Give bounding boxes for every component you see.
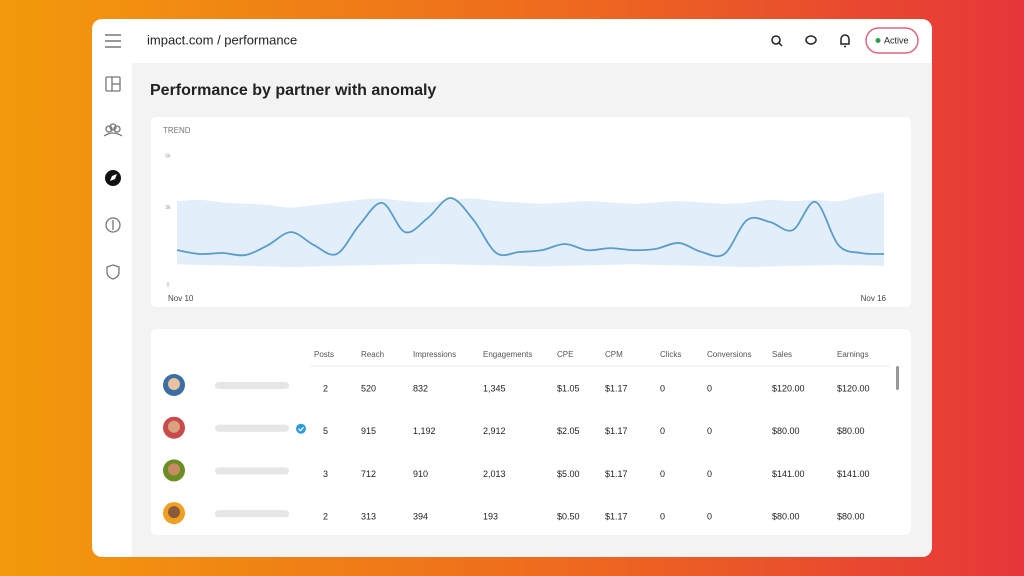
table-cell: 0 xyxy=(707,383,712,393)
table-cell: 1,345 xyxy=(483,383,506,393)
table-cell: 0 xyxy=(660,426,665,436)
table-cell: $1.17 xyxy=(605,469,628,479)
table-cell: $120.00 xyxy=(772,383,805,393)
y-tick-label: 0 xyxy=(167,282,170,288)
menu-icon[interactable] xyxy=(105,34,121,48)
table-cell: 193 xyxy=(483,511,498,521)
bell-icon[interactable] xyxy=(840,34,850,48)
table-cell: 910 xyxy=(413,469,428,479)
partner-avatar xyxy=(163,416,185,439)
table-cell: 5 xyxy=(323,426,328,436)
table-cell: 0 xyxy=(660,383,665,393)
table-card xyxy=(151,329,911,535)
column-header: Engagements xyxy=(483,350,532,359)
column-header: Conversions xyxy=(707,350,751,359)
table-cell: 0 xyxy=(660,511,665,521)
shield-icon[interactable] xyxy=(106,264,120,280)
table-cell: 0 xyxy=(707,469,712,479)
partner-avatar xyxy=(163,502,185,525)
table-cell: 2 xyxy=(323,383,328,393)
x-tick-label: Nov 16 xyxy=(861,294,887,303)
status-label: Active xyxy=(884,35,909,45)
table-cell: 0 xyxy=(660,469,665,479)
partner-avatar xyxy=(163,374,185,396)
table-cell: $120.00 xyxy=(837,383,870,393)
status-button[interactable] xyxy=(865,27,919,54)
table-cell: 3 xyxy=(323,469,328,479)
name-placeholder xyxy=(215,382,289,389)
search-icon[interactable] xyxy=(771,35,783,47)
status-dot xyxy=(875,38,881,43)
verified-badge xyxy=(296,423,306,434)
table-cell: $5.00 xyxy=(557,469,580,479)
name-placeholder xyxy=(215,510,289,518)
name-placeholder xyxy=(215,424,289,432)
chat-icon[interactable] xyxy=(805,35,817,45)
table-cell: 2,912 xyxy=(483,426,506,436)
chart-title: TREND xyxy=(163,126,191,135)
breadcrumb: impact.com / performance xyxy=(147,32,297,47)
table-cell: 915 xyxy=(361,426,376,436)
discover-icon[interactable] xyxy=(105,170,121,186)
column-header: Clicks xyxy=(660,350,681,359)
table-cell: $0.50 xyxy=(557,511,580,521)
column-header: Sales xyxy=(772,350,792,359)
partners-icon[interactable] xyxy=(103,123,123,137)
column-header: Earnings xyxy=(837,350,869,359)
table-cell: $1.17 xyxy=(605,383,628,393)
table-cell: 0 xyxy=(707,511,712,521)
table-cell: $80.00 xyxy=(837,511,865,521)
table-cell: 520 xyxy=(361,383,376,393)
x-tick-label: Nov 10 xyxy=(168,294,194,303)
anomaly-band xyxy=(177,192,884,267)
trend-line xyxy=(176,197,885,258)
avatar-face xyxy=(168,506,180,519)
name-placeholder xyxy=(215,467,289,475)
y-tick-label: 5k xyxy=(165,153,171,159)
table-cell: $1.17 xyxy=(605,511,628,521)
avatar-face xyxy=(168,463,180,476)
table-cell: $1.05 xyxy=(557,383,580,393)
column-header: Posts xyxy=(314,350,334,359)
table-cell: 394 xyxy=(413,511,428,521)
table-cell: $80.00 xyxy=(772,511,800,521)
table-cell: 2 xyxy=(323,511,328,521)
column-header: Impressions xyxy=(413,350,456,359)
partner-avatar xyxy=(163,459,185,482)
table-cell: 2,013 xyxy=(483,469,506,479)
table-cell: $80.00 xyxy=(837,426,865,436)
table-cell: $2.05 xyxy=(557,426,580,436)
verified-check xyxy=(298,426,304,432)
column-header: Reach xyxy=(361,350,384,359)
table-cell: 712 xyxy=(361,469,376,479)
table-cell: 0 xyxy=(707,426,712,436)
avatar-face xyxy=(168,420,180,433)
scrollbar[interactable] xyxy=(896,366,899,390)
column-header: CPE xyxy=(557,350,573,359)
page-title: Performance by partner with anomaly xyxy=(150,82,436,99)
avatar-face xyxy=(168,378,180,390)
table-cell: $1.17 xyxy=(605,426,628,436)
dashboard-icon[interactable] xyxy=(105,76,121,92)
money-icon[interactable] xyxy=(105,217,121,233)
table-cell: 313 xyxy=(361,511,376,521)
table-cell: 832 xyxy=(413,383,428,393)
table-cell: $80.00 xyxy=(772,426,800,436)
column-header: CPM xyxy=(605,350,623,359)
y-tick-label: 3k xyxy=(165,205,171,211)
table-cell: $141.00 xyxy=(772,469,805,479)
table-cell: $141.00 xyxy=(837,469,870,479)
table-cell: 1,192 xyxy=(413,426,436,436)
